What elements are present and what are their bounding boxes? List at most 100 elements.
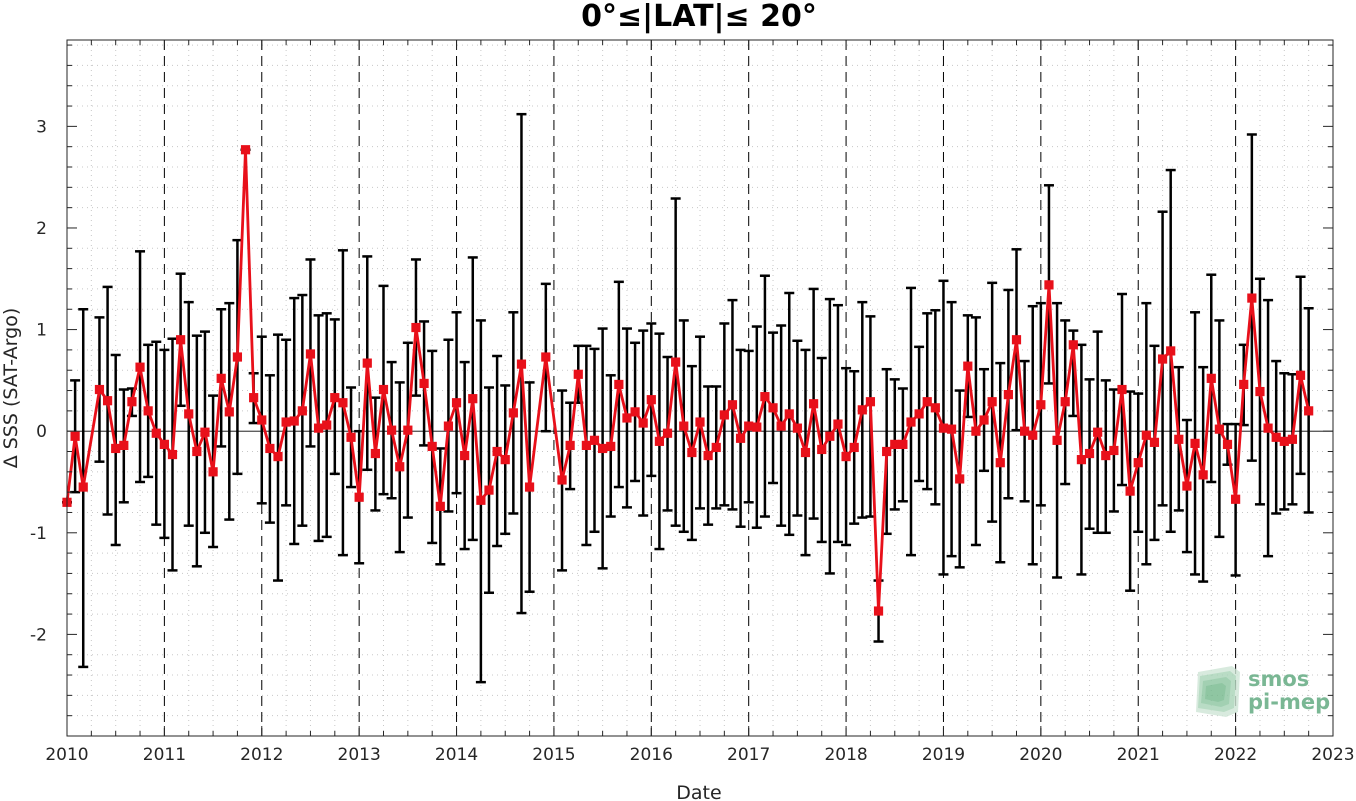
data-point	[102, 396, 113, 406]
data-point	[979, 415, 989, 425]
data-point	[849, 442, 859, 453]
data-point	[719, 410, 729, 420]
data-point	[857, 405, 867, 415]
data-point	[760, 392, 770, 402]
data-point	[370, 448, 380, 459]
data-point	[598, 443, 608, 454]
data-point	[914, 409, 924, 419]
data-point	[573, 369, 583, 379]
x-axis-label: Date	[676, 782, 721, 801]
data-point	[1214, 424, 1224, 434]
y-tick-label: 2	[36, 219, 47, 239]
data-point	[1182, 481, 1192, 491]
data-point	[1093, 427, 1103, 437]
data-point	[289, 416, 299, 426]
data-point	[1222, 439, 1233, 449]
data-point	[922, 397, 932, 407]
data-point	[1084, 448, 1095, 459]
data-point	[695, 417, 705, 427]
data-point	[971, 426, 981, 436]
data-point	[930, 403, 940, 413]
y-axis-label: Δ SSS (SAT-Argo)	[0, 308, 22, 468]
data-point	[1247, 293, 1257, 303]
data-point	[1157, 354, 1168, 364]
data-point	[249, 393, 259, 403]
data-point	[354, 492, 364, 502]
data-point	[906, 417, 916, 427]
data-point	[1271, 432, 1281, 442]
data-point	[143, 406, 153, 416]
data-point	[281, 417, 291, 427]
data-point	[565, 440, 575, 451]
data-point	[460, 450, 470, 461]
data-point	[313, 423, 324, 433]
data-point	[427, 441, 437, 452]
data-point	[362, 358, 372, 368]
x-tick-label: 2017	[727, 745, 770, 765]
data-point	[1166, 346, 1176, 356]
x-tick-label: 2011	[143, 745, 186, 765]
data-point	[167, 449, 178, 460]
data-point	[240, 145, 251, 155]
data-point	[516, 359, 527, 369]
data-point	[70, 431, 80, 441]
data-point	[784, 409, 794, 419]
data-point	[638, 418, 648, 428]
data-point	[882, 446, 892, 457]
x-tick-label: 2012	[240, 745, 283, 765]
data-point	[305, 349, 316, 359]
data-point	[1117, 384, 1127, 395]
data-point	[395, 462, 405, 472]
data-point	[955, 474, 965, 484]
data-point	[208, 467, 218, 477]
data-point	[184, 409, 194, 419]
data-point	[890, 439, 900, 449]
data-point	[1190, 438, 1200, 448]
data-point	[752, 422, 762, 432]
data-point	[176, 335, 186, 345]
x-tick-label: 2018	[824, 745, 867, 765]
data-point	[995, 458, 1005, 468]
data-point	[589, 435, 600, 445]
x-tick-label: 2023	[1311, 745, 1354, 765]
data-point	[581, 440, 591, 451]
data-point	[654, 436, 665, 446]
x-tick-label: 2013	[338, 745, 381, 765]
data-point	[224, 407, 234, 417]
data-point	[776, 421, 786, 431]
data-point	[346, 432, 356, 442]
data-point	[865, 397, 876, 407]
data-point	[1141, 430, 1151, 440]
data-point	[94, 384, 105, 395]
data-point	[443, 421, 454, 431]
data-point	[809, 399, 819, 409]
data-point	[1295, 370, 1306, 380]
data-point	[1206, 373, 1216, 383]
data-point	[378, 384, 389, 395]
x-tick-label: 2022	[1214, 745, 1257, 765]
data-point	[411, 322, 421, 333]
x-tick-label: 2019	[922, 745, 965, 765]
x-tick-label: 2021	[1117, 745, 1160, 765]
data-point	[1036, 400, 1046, 410]
data-point	[1076, 455, 1087, 465]
data-point	[1239, 379, 1249, 390]
data-point	[1003, 390, 1013, 400]
data-point	[232, 352, 243, 362]
data-point	[508, 408, 518, 418]
data-point	[711, 442, 721, 453]
data-point	[159, 439, 169, 449]
x-tick-label: 2020	[1019, 745, 1062, 765]
data-point	[297, 406, 307, 416]
data-point	[800, 447, 811, 458]
data-point	[1020, 426, 1030, 436]
data-point	[833, 419, 843, 429]
data-point	[403, 425, 413, 435]
tick-labels: 2010 2011 2012 2013 2014 2015 2016 2017 2018 2019…	[30, 117, 1355, 765]
data-point	[614, 379, 624, 390]
data-point	[557, 475, 567, 485]
data-point	[127, 397, 137, 407]
smos-pi-mep-logo: smos pi-mep	[1196, 666, 1330, 717]
